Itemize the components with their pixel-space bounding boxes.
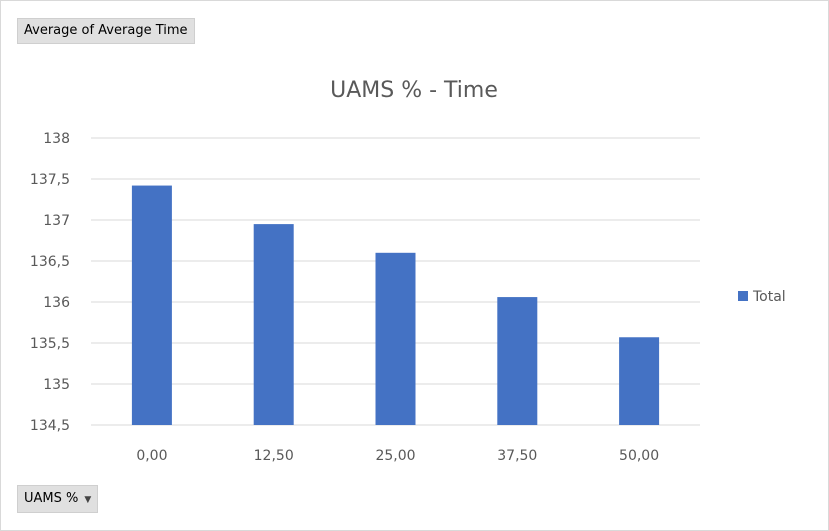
bar <box>375 252 416 425</box>
axis-field-label: UAMS % <box>24 491 79 506</box>
bar <box>497 297 538 425</box>
axis-field-button[interactable]: UAMS % ▼ <box>17 485 99 513</box>
y-tick-label: 136,5 <box>30 254 70 270</box>
x-tick-label: 37,50 <box>497 448 537 464</box>
y-tick-label: 135,5 <box>30 336 70 352</box>
x-tick-label: 50,00 <box>619 448 659 464</box>
chevron-down-icon[interactable]: ▼ <box>84 495 92 505</box>
y-tick-label: 137,5 <box>30 172 70 188</box>
y-tick-label: 136 <box>43 295 70 311</box>
bar <box>253 224 294 425</box>
bar <box>131 185 172 425</box>
legend: Total <box>738 289 786 305</box>
y-axis-tick-labels: 134,5 135 135,5 136 136,5 137 137,5 138 <box>30 131 70 434</box>
y-tick-label: 135 <box>43 377 70 393</box>
y-tick-label: 138 <box>43 131 70 147</box>
legend-label: Total <box>752 289 786 305</box>
x-tick-label: 12,50 <box>254 448 294 464</box>
chart-title: UAMS % - Time <box>330 78 498 103</box>
y-tick-label: 137 <box>43 213 70 229</box>
x-tick-label: 0,00 <box>136 448 167 464</box>
x-tick-label: 25,00 <box>375 448 415 464</box>
y-tick-label: 134,5 <box>30 418 70 434</box>
bar <box>619 337 660 425</box>
value-field-button[interactable]: Average of Average Time <box>17 18 195 44</box>
legend-swatch <box>738 291 748 301</box>
bars <box>131 185 660 425</box>
x-axis-tick-labels: 0,00 12,50 25,00 37,50 50,00 <box>136 448 659 464</box>
